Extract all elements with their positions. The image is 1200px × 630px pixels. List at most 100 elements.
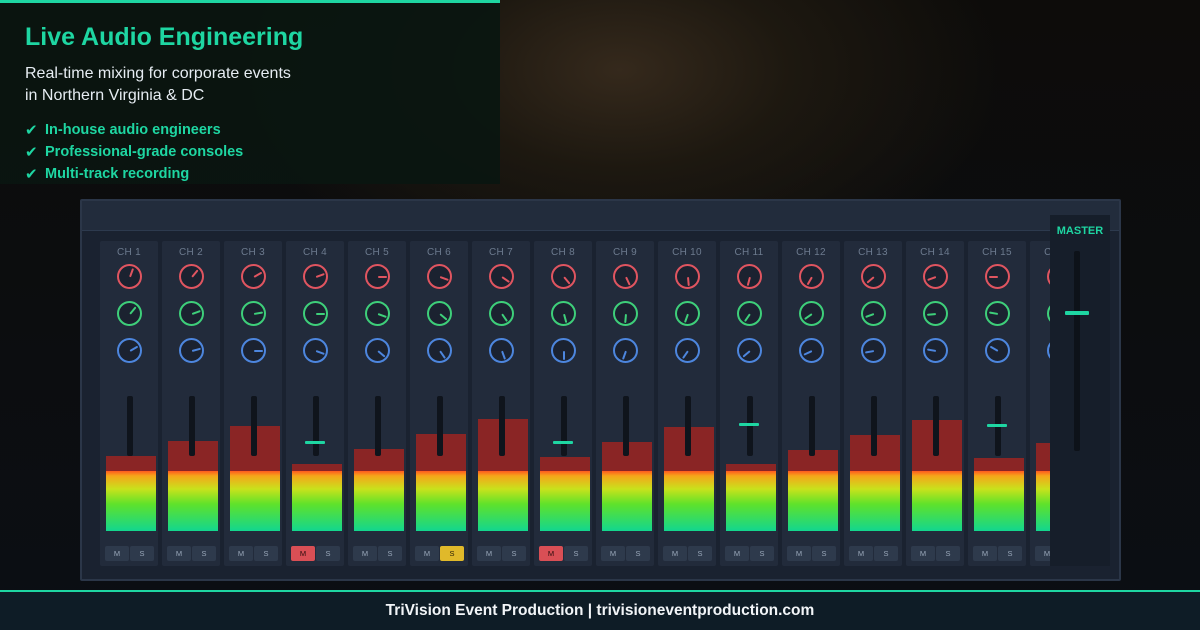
mid-eq-knob[interactable] [489,301,514,326]
gain-knob[interactable] [427,264,452,289]
fader-track[interactable] [251,396,257,456]
solo-button[interactable]: S [378,546,402,561]
mid-eq-knob[interactable] [303,301,328,326]
solo-button[interactable]: S [440,546,464,561]
gain-knob[interactable] [799,264,824,289]
mid-eq-knob[interactable] [551,301,576,326]
fader-track[interactable] [189,396,195,456]
gain-knob[interactable] [675,264,700,289]
fader-track[interactable] [871,396,877,456]
solo-button[interactable]: S [998,546,1022,561]
low-eq-knob[interactable] [613,338,638,363]
low-eq-knob[interactable] [737,338,762,363]
mid-eq-knob[interactable] [179,301,204,326]
mute-button[interactable]: M [353,546,377,561]
low-eq-knob[interactable] [117,338,142,363]
mute-button[interactable]: M [105,546,129,561]
gain-knob[interactable] [613,264,638,289]
channel-strip: CH 12 M S [782,241,840,566]
fader-handle[interactable] [553,441,573,444]
gain-knob[interactable] [365,264,390,289]
low-eq-knob[interactable] [427,338,452,363]
mid-eq-knob[interactable] [799,301,824,326]
fader-track[interactable] [499,396,505,456]
fader-track[interactable] [933,396,939,456]
mute-button[interactable]: M [539,546,563,561]
mid-eq-knob[interactable] [117,301,142,326]
fader-track[interactable] [747,396,753,456]
solo-button[interactable]: S [130,546,154,561]
mid-eq-knob[interactable] [241,301,266,326]
low-eq-knob[interactable] [861,338,886,363]
solo-button[interactable]: S [936,546,960,561]
mid-eq-knob[interactable] [985,301,1010,326]
gain-knob[interactable] [737,264,762,289]
mute-button[interactable]: M [849,546,873,561]
low-eq-knob[interactable] [799,338,824,363]
fader-track[interactable] [809,396,815,456]
low-eq-knob[interactable] [985,338,1010,363]
solo-button[interactable]: S [626,546,650,561]
mid-eq-knob[interactable] [427,301,452,326]
fader-track[interactable] [313,396,319,456]
low-eq-knob[interactable] [179,338,204,363]
solo-button[interactable]: S [812,546,836,561]
mute-button[interactable]: M [167,546,191,561]
mid-eq-knob[interactable] [737,301,762,326]
fader-track[interactable] [437,396,443,456]
mute-button[interactable]: M [415,546,439,561]
low-eq-knob[interactable] [489,338,514,363]
solo-button[interactable]: S [254,546,278,561]
gain-knob[interactable] [861,264,886,289]
mute-button[interactable]: M [477,546,501,561]
mid-eq-knob[interactable] [613,301,638,326]
fader-handle[interactable] [987,424,1007,427]
gain-knob[interactable] [303,264,328,289]
mute-button[interactable]: M [1035,546,1050,561]
low-eq-knob[interactable] [241,338,266,363]
low-eq-knob[interactable] [365,338,390,363]
gain-knob[interactable] [489,264,514,289]
low-eq-knob[interactable] [551,338,576,363]
fader-track[interactable] [127,396,133,456]
gain-knob[interactable] [985,264,1010,289]
mute-button[interactable]: M [229,546,253,561]
mute-button[interactable]: M [911,546,935,561]
fader-track[interactable] [561,396,567,456]
solo-button[interactable]: S [502,546,526,561]
mute-button[interactable]: M [725,546,749,561]
low-eq-knob[interactable] [923,338,948,363]
fader-handle[interactable] [305,441,325,444]
mid-eq-knob[interactable] [675,301,700,326]
master-fader-track[interactable] [1074,251,1080,451]
solo-button[interactable]: S [874,546,898,561]
solo-button[interactable]: S [316,546,340,561]
mute-button[interactable]: M [291,546,315,561]
gain-knob[interactable] [241,264,266,289]
gain-knob[interactable] [923,264,948,289]
fader-handle[interactable] [739,423,759,426]
solo-button[interactable]: S [750,546,774,561]
mute-button[interactable]: M [601,546,625,561]
mid-eq-knob[interactable] [365,301,390,326]
fader-track[interactable] [623,396,629,456]
low-eq-knob[interactable] [675,338,700,363]
mute-button[interactable]: M [787,546,811,561]
gain-knob[interactable] [179,264,204,289]
mid-eq-knob[interactable] [923,301,948,326]
mute-button[interactable]: M [973,546,997,561]
gain-knob[interactable] [117,264,142,289]
solo-button[interactable]: S [688,546,712,561]
feature-label: Professional-grade consoles [45,144,244,160]
knob-indicator [746,276,751,286]
fader-track[interactable] [375,396,381,456]
mid-eq-knob[interactable] [861,301,886,326]
solo-button[interactable]: S [192,546,216,561]
fader-track[interactable] [685,396,691,456]
knob-indicator [562,275,571,285]
solo-button[interactable]: S [564,546,588,561]
mute-button[interactable]: M [663,546,687,561]
gain-knob[interactable] [551,264,576,289]
master-fader-handle[interactable] [1065,311,1089,315]
low-eq-knob[interactable] [303,338,328,363]
